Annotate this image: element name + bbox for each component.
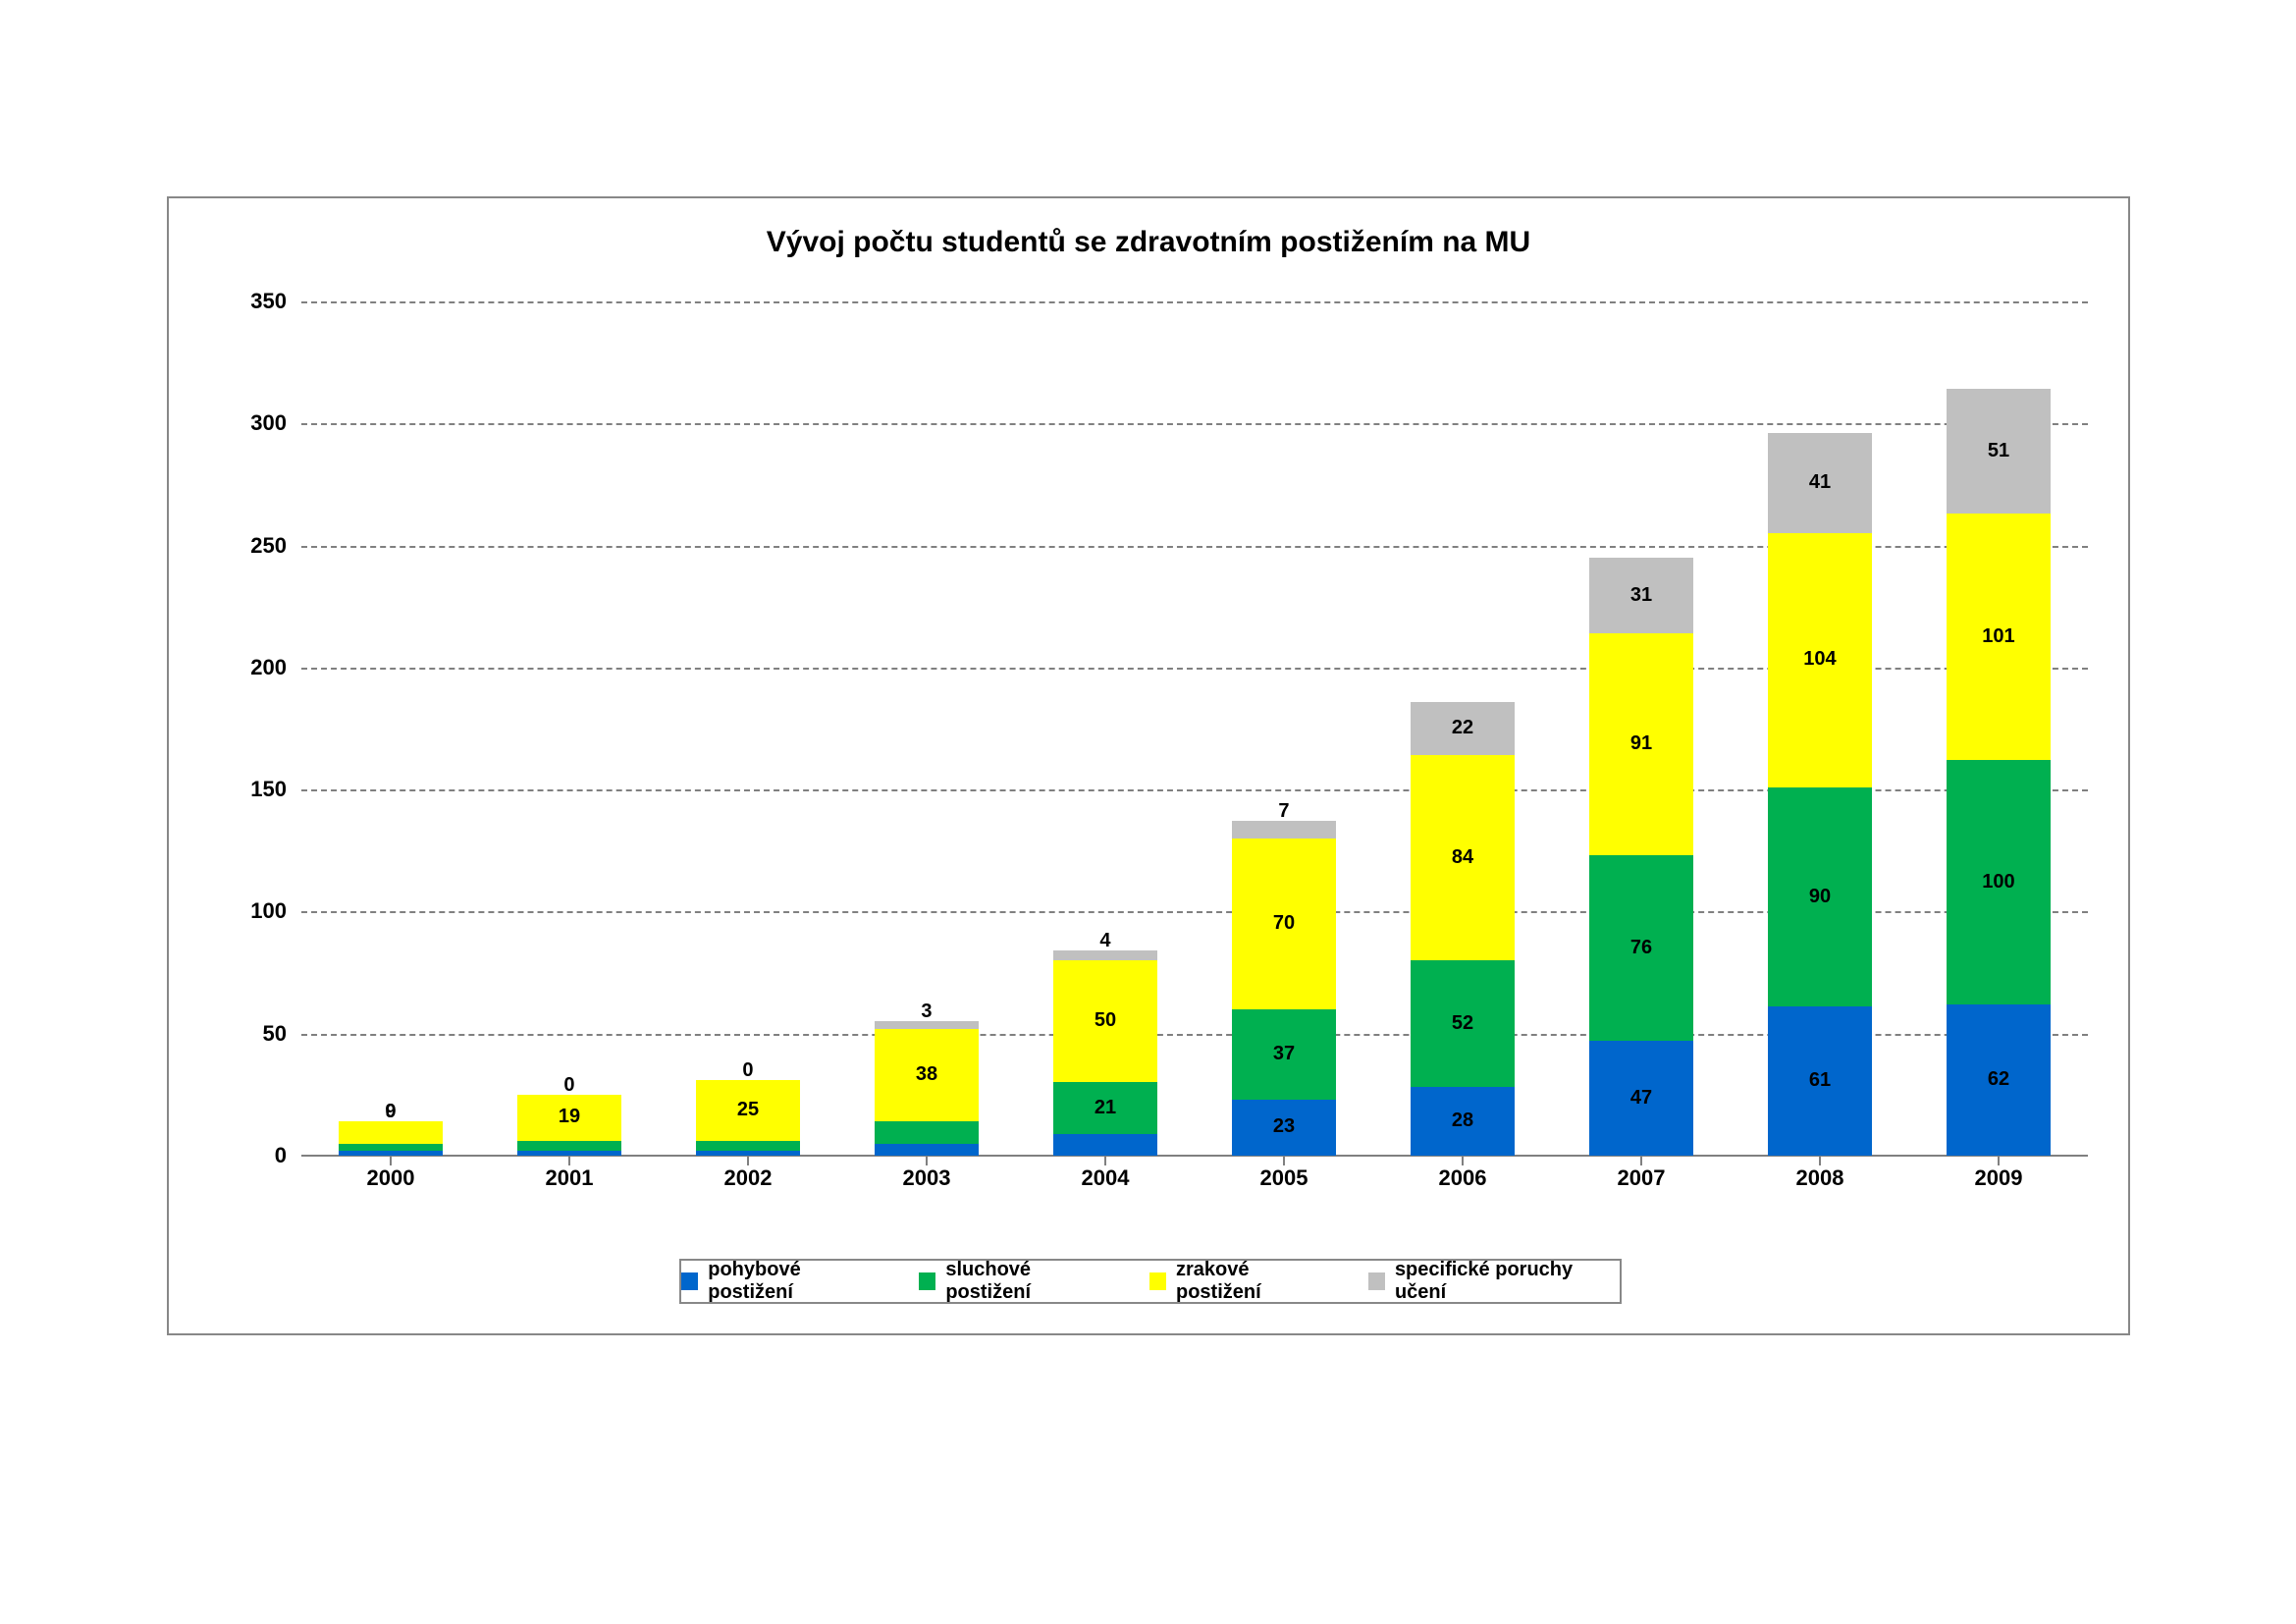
bar-group: 2390 xyxy=(339,301,443,1156)
x-tick xyxy=(926,1156,928,1165)
bar-segment-zrakove xyxy=(339,1121,443,1143)
bar-group: 59383 xyxy=(875,301,979,1156)
x-tick xyxy=(747,1156,749,1165)
bar-value-label: 101 xyxy=(1947,626,2051,647)
x-tick-label: 2001 xyxy=(510,1165,628,1191)
x-tick xyxy=(1998,1156,2000,1165)
bar-group: 921504 xyxy=(1053,301,1157,1156)
bar-value-label: 22 xyxy=(1411,718,1515,738)
bar-group: 28 52 84 22 xyxy=(1411,301,1515,1156)
x-tick-label: 2007 xyxy=(1582,1165,1700,1191)
bar-value-label: 51 xyxy=(1947,441,2051,461)
bar-value-label: 7 xyxy=(1232,801,1336,822)
x-tick xyxy=(568,1156,570,1165)
x-tick xyxy=(1640,1156,1642,1165)
legend-item-pohybove: pohybové postižení xyxy=(681,1259,883,1304)
bar-segment-sluchove xyxy=(517,1141,621,1151)
bar-segment-sluchove xyxy=(339,1144,443,1151)
bar-value-label: 100 xyxy=(1947,872,2051,893)
bar-segment-specificke xyxy=(1232,821,1336,838)
bar-value-label: 0 xyxy=(517,1075,621,1096)
x-tick xyxy=(1283,1156,1285,1165)
chart-title: Vývoj počtu studentů se zdravotním posti… xyxy=(169,226,2128,259)
bar-value-label: 31 xyxy=(1589,585,1693,606)
bar-value-label: 19 xyxy=(517,1107,621,1127)
bar-value-label: 104 xyxy=(1768,649,1872,670)
legend-swatch xyxy=(681,1272,698,1290)
bar-value-label: 25 xyxy=(696,1100,800,1120)
legend-swatch xyxy=(919,1272,935,1290)
bar-group: 23 37 70 7 xyxy=(1232,301,1336,1156)
x-tick-label: 2000 xyxy=(332,1165,450,1191)
y-tick-label: 300 xyxy=(208,410,287,436)
bar-value-label: 61 xyxy=(1768,1070,1872,1091)
bar-value-label: 91 xyxy=(1589,733,1693,754)
bar-value-label: 50 xyxy=(1053,1010,1157,1031)
bar-value-label: 38 xyxy=(875,1064,979,1085)
x-tick-label: 2002 xyxy=(689,1165,807,1191)
bar-value-label: 23 xyxy=(1232,1116,1336,1137)
bar-group: 61 90 104 41 xyxy=(1768,301,1872,1156)
legend-swatch xyxy=(1368,1272,1385,1290)
y-tick-label: 200 xyxy=(208,655,287,680)
bar-segment-specificke xyxy=(875,1021,979,1028)
page: Vývoj počtu studentů se zdravotním posti… xyxy=(0,0,2296,1624)
y-tick-label: 350 xyxy=(208,289,287,314)
legend-label: zrakové postižení xyxy=(1176,1259,1333,1304)
bar-value-label: 62 xyxy=(1947,1069,2051,1090)
legend-swatch xyxy=(1149,1272,1166,1290)
bar-group: 62 100 101 51 xyxy=(1947,301,2051,1156)
bar-value-label: 3 xyxy=(875,1001,979,1022)
x-tick xyxy=(1104,1156,1106,1165)
legend-label: specifické poruchy učení xyxy=(1395,1259,1620,1304)
bar-segment-sluchove xyxy=(875,1121,979,1143)
y-tick-label: 0 xyxy=(208,1143,287,1168)
bar-value-label: 37 xyxy=(1232,1044,1336,1064)
bar-value-label: 21 xyxy=(1053,1098,1157,1118)
bar-group: 24190 xyxy=(517,301,621,1156)
x-tick-label: 2003 xyxy=(868,1165,986,1191)
plot-area: 0501001502002503003502000239020012419020… xyxy=(301,301,2088,1156)
bar-value-label: 4 xyxy=(1053,931,1157,951)
bar-group: 24250 xyxy=(696,301,800,1156)
bar-value-label: 41 xyxy=(1768,472,1872,493)
x-tick-label: 2006 xyxy=(1404,1165,1522,1191)
bar-value-label: 76 xyxy=(1589,938,1693,958)
bar-segment-specificke xyxy=(1053,950,1157,960)
legend-label: sluchové postižení xyxy=(945,1259,1113,1304)
x-tick-label: 2009 xyxy=(1940,1165,2057,1191)
x-tick xyxy=(1819,1156,1821,1165)
y-tick-label: 150 xyxy=(208,777,287,802)
legend: pohybové postižení sluchové postižení zrak… xyxy=(679,1259,1622,1304)
bar-value-label: 47 xyxy=(1589,1088,1693,1109)
x-tick-label: 2004 xyxy=(1046,1165,1164,1191)
legend-item-specificke: specifické poruchy učení xyxy=(1368,1259,1620,1304)
bar-value-label: 0 xyxy=(696,1060,800,1081)
bar-segment-sluchove xyxy=(696,1141,800,1151)
x-tick xyxy=(390,1156,392,1165)
bar-value-label: 84 xyxy=(1411,847,1515,868)
y-tick-label: 250 xyxy=(208,533,287,559)
bar-value-label: 0 xyxy=(339,1102,443,1122)
bar-value-label: 28 xyxy=(1411,1110,1515,1131)
bar-segment-pohybove xyxy=(875,1144,979,1156)
x-tick-label: 2008 xyxy=(1761,1165,1879,1191)
bar-value-label: 70 xyxy=(1232,913,1336,934)
bar-value-label: 52 xyxy=(1411,1013,1515,1034)
x-tick xyxy=(1462,1156,1464,1165)
legend-item-zrakove: zrakové postižení xyxy=(1149,1259,1333,1304)
y-tick-label: 50 xyxy=(208,1021,287,1047)
legend-label: pohybové postižení xyxy=(708,1259,883,1304)
bar-group: 47 76 91 31 xyxy=(1589,301,1693,1156)
bar-segment-pohybove xyxy=(1053,1134,1157,1156)
legend-item-sluchove: sluchové postižení xyxy=(919,1259,1114,1304)
y-tick-label: 100 xyxy=(208,898,287,924)
chart-frame: Vývoj počtu studentů se zdravotním posti… xyxy=(167,196,2130,1335)
x-tick-label: 2005 xyxy=(1225,1165,1343,1191)
bar-value-label: 90 xyxy=(1768,887,1872,907)
